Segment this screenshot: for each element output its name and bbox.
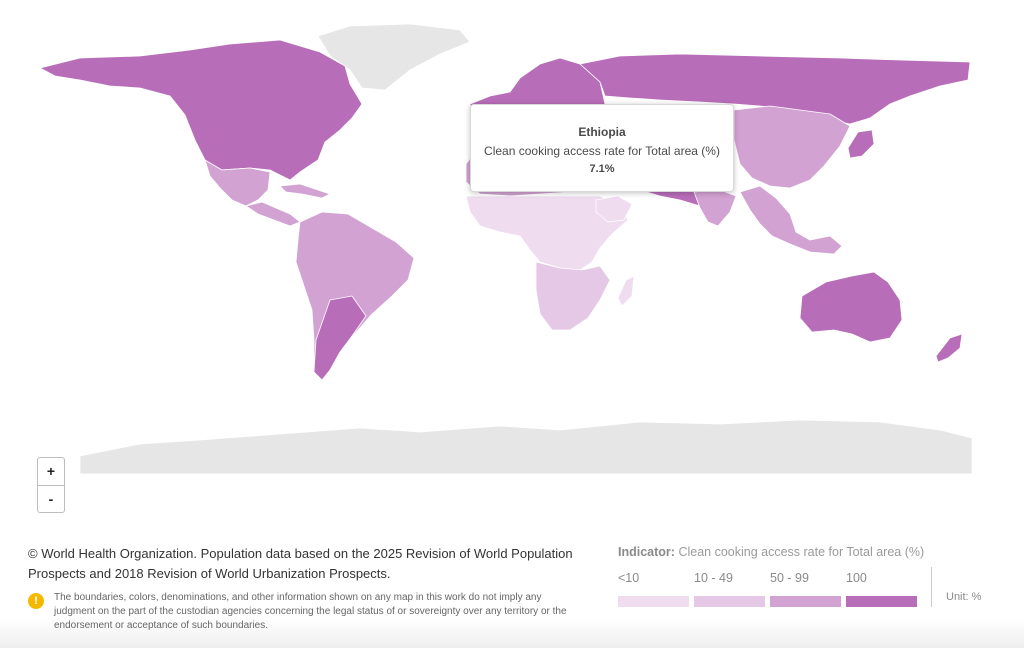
tooltip-indicator: Clean cooking access rate for Total area… <box>484 144 720 158</box>
region-india[interactable] <box>693 189 737 227</box>
region-mexico[interactable] <box>204 159 271 207</box>
legend-label-lt10: <10 <box>618 571 640 585</box>
region-greenland[interactable] <box>317 23 471 91</box>
legend-title: Indicator: Clean cooking access rate for… <box>618 545 958 559</box>
zoom-out-button[interactable]: - <box>48 491 54 507</box>
region-ethiopia[interactable] <box>595 195 633 223</box>
region-australia[interactable] <box>799 271 903 343</box>
legend-swatch-100[interactable] <box>846 596 917 607</box>
tooltip-value: 7.1% <box>589 163 615 175</box>
region-southeast-asia[interactable] <box>739 185 843 255</box>
region-africa-south[interactable] <box>535 261 611 331</box>
region-madagascar[interactable] <box>617 275 635 307</box>
region-central-america[interactable] <box>245 201 301 227</box>
region-china[interactable] <box>733 105 851 189</box>
legend-indicator-value: Clean cooking access rate for Total area… <box>678 545 925 559</box>
region-new-zealand[interactable] <box>935 333 963 363</box>
disclaimer-text: The boundaries, colors, denominations, a… <box>54 592 567 631</box>
legend-unit: Unit: % <box>946 591 982 603</box>
footer-background <box>0 618 1024 648</box>
world-map[interactable] <box>0 0 1024 520</box>
zoom-control: + - <box>37 457 65 513</box>
zoom-in-button[interactable]: + <box>38 458 64 486</box>
map-svg[interactable] <box>0 0 1024 520</box>
legend-divider <box>931 567 932 607</box>
region-russia[interactable] <box>579 53 971 125</box>
region-south-america[interactable] <box>295 211 415 381</box>
legend-label-10-49: 10 - 49 <box>694 571 733 585</box>
legend-swatch-50-99[interactable] <box>770 596 841 607</box>
legend-indicator-label: Indicator: <box>618 545 675 559</box>
copyright-text: © World Health Organization. Population … <box>28 546 573 581</box>
region-antarctica[interactable] <box>79 419 973 475</box>
region-japan[interactable] <box>847 129 875 159</box>
legend-label-100: 100 <box>846 571 867 585</box>
region-africa-central[interactable] <box>465 195 629 271</box>
tooltip-country: Ethiopia <box>578 125 626 139</box>
region-caribbean[interactable] <box>279 183 331 199</box>
region-north-america[interactable] <box>39 39 363 181</box>
warning-icon: ! <box>28 593 44 609</box>
legend-label-50-99: 50 - 99 <box>770 571 809 585</box>
legend-swatch-10-49[interactable] <box>694 596 765 607</box>
country-tooltip: Ethiopia Clean cooking access rate for T… <box>470 104 734 192</box>
region-argentina-chile[interactable] <box>313 295 367 381</box>
legend-swatch-lt10[interactable] <box>618 596 689 607</box>
